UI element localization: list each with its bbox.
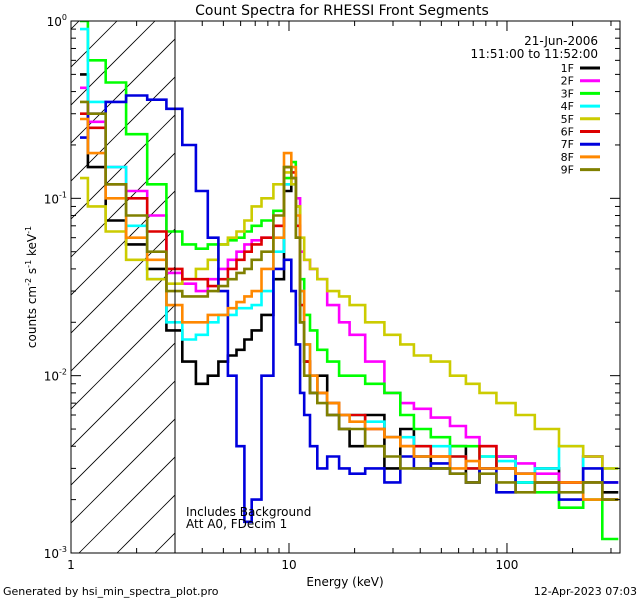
series-line-5F	[80, 171, 619, 470]
y-tick-label: 10-1	[44, 190, 67, 206]
x-tick-label: 10	[281, 558, 296, 572]
hatch-line	[71, 380, 176, 486]
date-label: 21-Jun-2006	[524, 34, 598, 48]
legend-label-7F: 7F	[561, 138, 574, 151]
time-range-label: 11:51:00 to 11:52:00	[471, 47, 598, 61]
y-tick-label: 10-2	[44, 368, 67, 384]
plot-frame	[70, 20, 621, 554]
legend-label-2F: 2F	[561, 75, 574, 88]
x-tick-label: 100	[496, 558, 519, 572]
legend-label-9F: 9F	[561, 164, 574, 177]
hatch-line	[78, 456, 176, 553]
hatch-line	[71, 418, 176, 524]
legend-label-8F: 8F	[561, 151, 574, 164]
hatch-line	[71, 76, 176, 182]
hatch-line	[71, 266, 176, 372]
hatch-line	[71, 38, 176, 144]
legend-label-5F: 5F	[561, 113, 574, 126]
y-axis-label: counts cm-2 s-1 keV-1	[24, 226, 39, 348]
annotation-attenuator: Att A0, FDecim 1	[186, 517, 287, 531]
series-line-7F	[80, 94, 619, 524]
hatched-region	[71, 21, 176, 553]
legend-label-6F: 6F	[561, 126, 574, 139]
legend-label-3F: 3F	[561, 87, 574, 100]
y-tick-label: 10-3	[44, 545, 67, 561]
legend-label-4F: 4F	[561, 100, 574, 113]
hatch-line	[71, 190, 176, 296]
footer-generator: Generated by hsi_min_spectra_plot.pro	[3, 585, 219, 598]
x-axis-label: Energy (keV)	[306, 575, 383, 589]
y-axis: 100 10-1 10-2 10-3	[44, 13, 620, 561]
hatch-line	[71, 228, 176, 334]
x-axis: 1 10 100	[67, 21, 612, 572]
series-line-9F	[80, 100, 619, 501]
legend-label-1F: 1F	[561, 62, 574, 75]
footer-timestamp: 12-Apr-2023 07:03	[534, 585, 637, 598]
x-tick-label: 1	[67, 558, 75, 572]
annotation-background: Includes Background	[186, 505, 311, 519]
y-tick-label: 100	[47, 13, 67, 29]
series-line-8F	[80, 117, 619, 501]
chart-title: Count Spectra for RHESSI Front Segments	[195, 3, 489, 19]
